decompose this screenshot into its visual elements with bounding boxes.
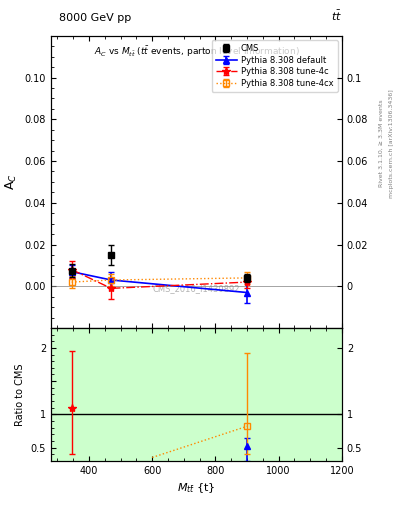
- Legend: CMS, Pythia 8.308 default, Pythia 8.308 tune-4c, Pythia 8.308 tune-4cx: CMS, Pythia 8.308 default, Pythia 8.308 …: [212, 40, 338, 92]
- Text: $A_C$ vs $M_{t\bar{t}}$ ($t\bar{t}$ events, parton level information): $A_C$ vs $M_{t\bar{t}}$ ($t\bar{t}$ even…: [94, 45, 299, 59]
- Text: mcplots.cern.ch [arXiv:1306.3436]: mcplots.cern.ch [arXiv:1306.3436]: [389, 89, 393, 198]
- Text: 8000 GeV pp: 8000 GeV pp: [59, 13, 131, 23]
- Text: CMS_2016_I1430892: CMS_2016_I1430892: [153, 284, 240, 293]
- Y-axis label: A$_C$: A$_C$: [4, 174, 19, 190]
- X-axis label: $M_{t\bar{t}}$ {t}: $M_{t\bar{t}}$ {t}: [177, 481, 216, 495]
- Text: Rivet 3.1.10, ≥ 3.3M events: Rivet 3.1.10, ≥ 3.3M events: [379, 99, 384, 187]
- Y-axis label: Ratio to CMS: Ratio to CMS: [15, 363, 25, 425]
- Text: $t\bar{t}$: $t\bar{t}$: [331, 9, 342, 23]
